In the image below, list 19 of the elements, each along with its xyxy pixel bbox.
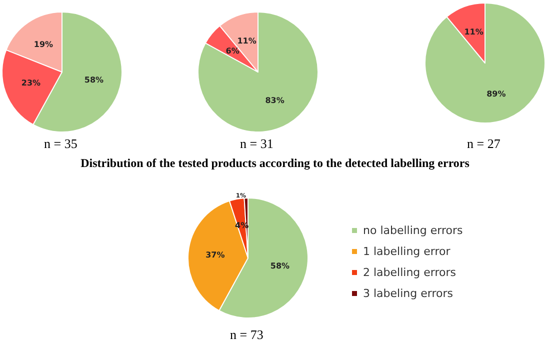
legend-label: 1 labelling error	[363, 245, 451, 258]
text: n = 35	[44, 136, 78, 151]
text: n = 73	[230, 327, 264, 342]
data-label: 83%	[265, 96, 284, 105]
legend-label: no labelling errors	[363, 224, 463, 237]
data-label: 89%	[486, 90, 506, 99]
data-label: 23%	[21, 78, 41, 88]
text: n = 31	[240, 136, 274, 151]
data-label: 6%	[226, 46, 240, 56]
text: n = 27	[467, 136, 501, 151]
legend-label: 3 labeling errors	[363, 287, 454, 300]
data-label: 11%	[464, 27, 484, 36]
legend-label: 2 labelling errors	[363, 266, 456, 279]
chart-title: Distribution of the tested products according to the detected labelling errors	[80, 156, 470, 170]
data-label: 19%	[34, 40, 54, 50]
data-label: 58%	[84, 76, 104, 85]
data-label: 11%	[237, 36, 256, 46]
data-label: 37%	[206, 250, 225, 260]
data-label: 58%	[270, 262, 290, 271]
